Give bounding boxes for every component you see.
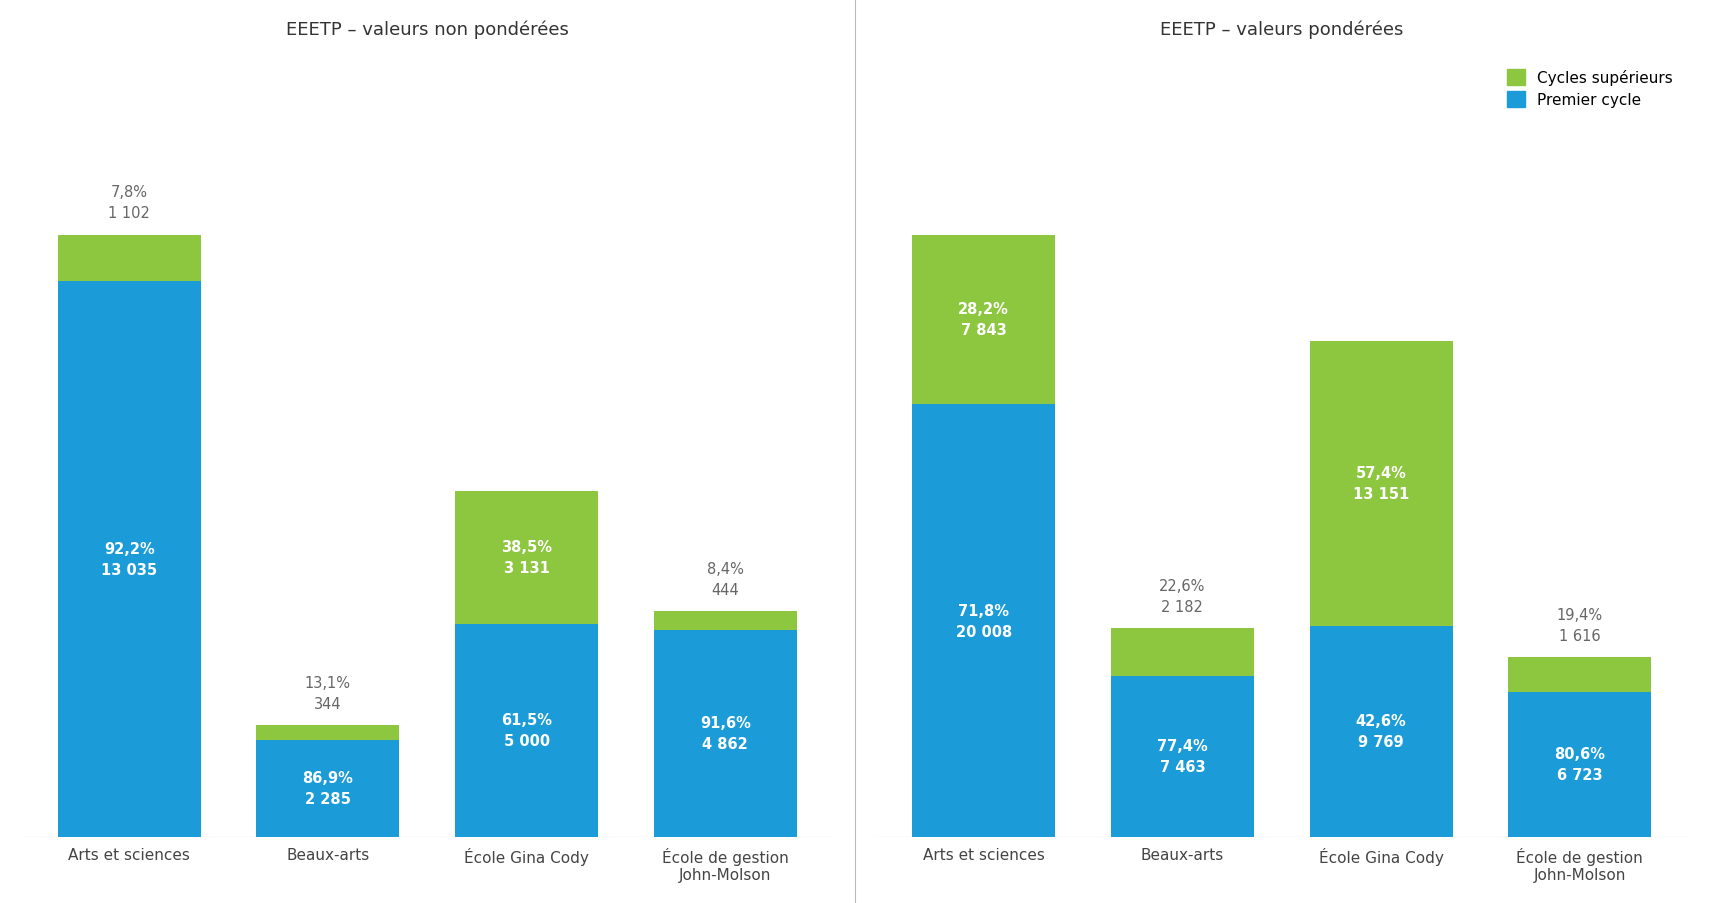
Text: 13,1%
344: 13,1% 344 [304, 675, 350, 711]
Bar [256, 740, 400, 837]
Text: 22,6%
2 182: 22,6% 2 182 [1159, 579, 1205, 615]
Bar [655, 630, 796, 837]
Title: EEETP – valeurs non pondérées: EEETP – valeurs non pondérées [285, 21, 569, 40]
Bar [913, 236, 1054, 405]
Text: 57,4%
13 151: 57,4% 13 151 [1354, 466, 1410, 502]
Text: 19,4%
1 616: 19,4% 1 616 [1557, 607, 1603, 643]
Bar [1309, 626, 1453, 837]
Text: 92,2%
13 035: 92,2% 13 035 [101, 542, 157, 578]
Bar [1309, 342, 1453, 626]
Bar [58, 282, 200, 837]
Text: 80,6%
6 723: 80,6% 6 723 [1553, 747, 1605, 783]
Text: 7,8%
1 102: 7,8% 1 102 [108, 185, 150, 221]
Bar [455, 491, 598, 624]
Text: 42,6%
9 769: 42,6% 9 769 [1355, 713, 1407, 749]
Bar [256, 725, 400, 740]
Text: 71,8%
20 008: 71,8% 20 008 [955, 603, 1012, 639]
Text: 28,2%
7 843: 28,2% 7 843 [959, 302, 1010, 338]
Bar [58, 236, 200, 282]
Bar [1111, 675, 1254, 837]
Text: 77,4%
7 463: 77,4% 7 463 [1157, 739, 1208, 775]
Bar [655, 611, 796, 630]
Bar [1509, 692, 1651, 837]
Legend: Cycles supérieurs, Premier cycle: Cycles supérieurs, Premier cycle [1499, 62, 1680, 116]
Text: 8,4%
444: 8,4% 444 [708, 561, 743, 597]
Bar [1509, 656, 1651, 692]
Bar [455, 624, 598, 837]
Bar [913, 405, 1054, 837]
Text: 91,6%
4 862: 91,6% 4 862 [699, 716, 750, 751]
Text: 86,9%
2 285: 86,9% 2 285 [302, 770, 354, 806]
Text: 38,5%
3 131: 38,5% 3 131 [501, 540, 552, 575]
Bar [1111, 628, 1254, 675]
Text: 61,5%
5 000: 61,5% 5 000 [501, 712, 552, 749]
Title: EEETP – valeurs pondérées: EEETP – valeurs pondérées [1160, 21, 1403, 40]
